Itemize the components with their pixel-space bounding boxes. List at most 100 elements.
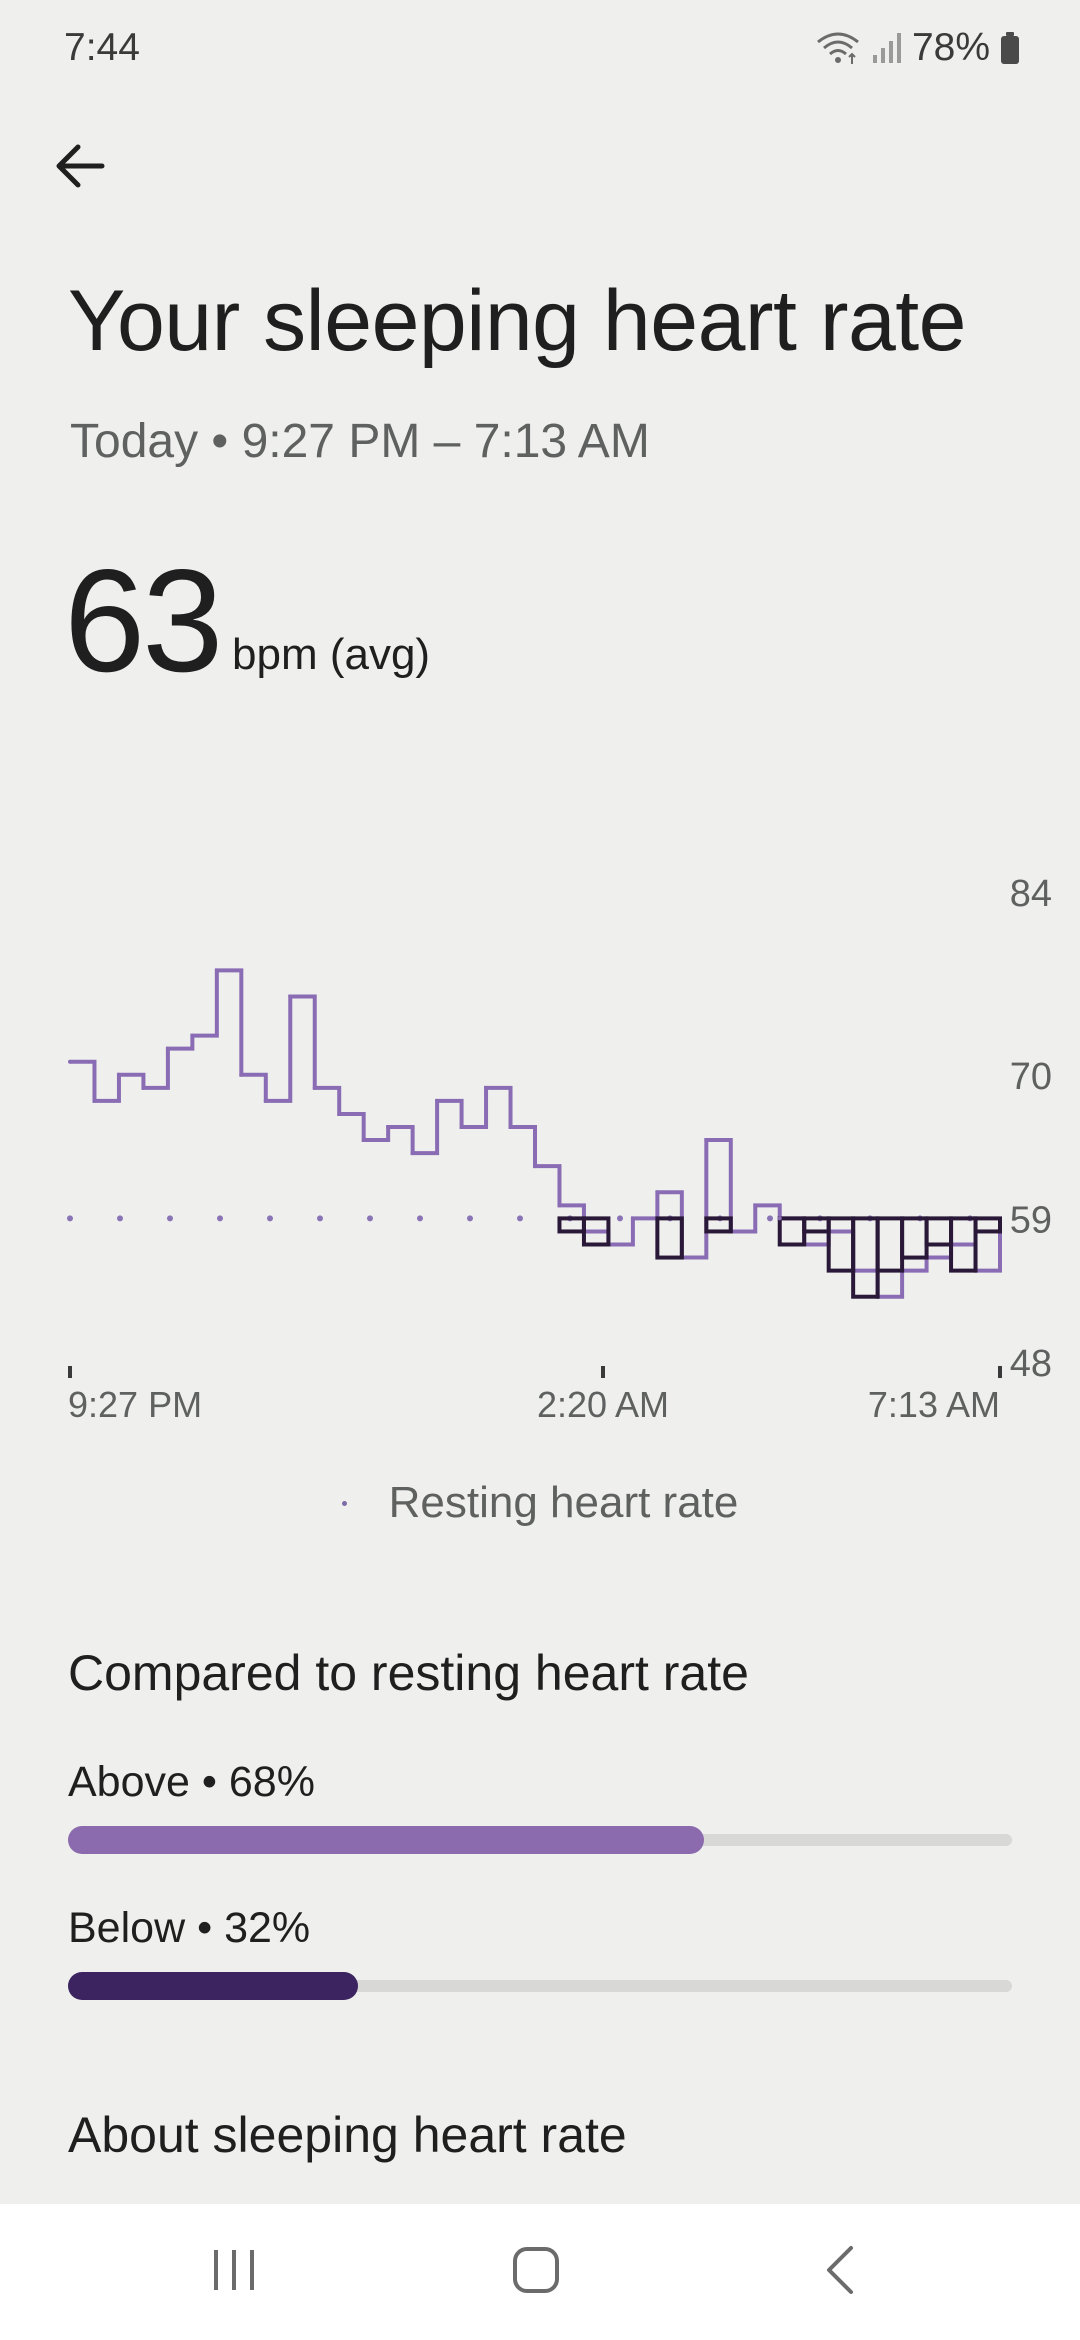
- below-rest-segment: [924, 1216, 954, 1247]
- page-title: Your sleeping heart rate: [68, 273, 967, 369]
- legend-label: Resting heart rate: [388, 1478, 739, 1527]
- heart-rate-point: [924, 1255, 929, 1260]
- heart-rate-point: [949, 1242, 954, 1247]
- heart-rate-point: [802, 1242, 807, 1247]
- status-icons: 78%: [814, 26, 1020, 70]
- below-rest-segment: [704, 1216, 733, 1234]
- below-rest-segment: [655, 1216, 684, 1260]
- heart-rate-chart-svg: 84 70 59 48 9:27 PM 2:20 AM 7:13 AM: [67, 873, 1052, 1420]
- heart-rate-point: [263, 1098, 268, 1103]
- below-bar-fill: [68, 1972, 358, 2000]
- below-rest-segment: [900, 1216, 929, 1260]
- recents-icon: [210, 2248, 258, 2297]
- heart-rate-point: [826, 1229, 831, 1234]
- heart-rate-chart[interactable]: 84 70 59 48 9:27 PM 2:20 AM 7:13 AM: [0, 860, 1080, 1420]
- chart-legend: Resting heart rate: [0, 1478, 1080, 1528]
- heart-rate-point: [557, 1203, 562, 1208]
- average-bpm-unit: bpm (avg): [232, 630, 431, 679]
- y-tick-label: 84: [1010, 873, 1052, 915]
- heart-rate-point: [165, 1046, 170, 1051]
- below-rest-segment: [777, 1216, 807, 1247]
- heart-rate-point: [361, 1138, 366, 1143]
- y-tick-label: 59: [1010, 1199, 1052, 1241]
- navigation-bar: [0, 2204, 1080, 2340]
- heart-rate-line: [70, 968, 1002, 1299]
- heart-rate-point: [581, 1229, 586, 1234]
- resting-rate-dot: [367, 1215, 373, 1222]
- heart-rate-point: [459, 1125, 464, 1129]
- resting-rate-dot: [617, 1215, 623, 1222]
- about-title[interactable]: About sleeping heart rate: [68, 2107, 627, 2163]
- battery-percent: 78%: [911, 26, 990, 69]
- x-tick-mark: [68, 1366, 72, 1378]
- heart-rate-point: [630, 1216, 635, 1221]
- heart-rate-point: [435, 1098, 440, 1103]
- heart-rate-point: [484, 1085, 489, 1090]
- heart-rate-point: [312, 1085, 317, 1090]
- heart-rate-point: [337, 1111, 342, 1116]
- battery-icon: [1000, 31, 1020, 65]
- resting-rate-dot: [217, 1215, 223, 1222]
- heart-rate-point: [190, 1033, 195, 1038]
- home-button[interactable]: [456, 2204, 616, 2340]
- resting-rate-dot: [167, 1215, 173, 1222]
- heart-rate-point: [679, 1255, 684, 1260]
- back-button[interactable]: [40, 128, 120, 208]
- heart-rate-point: [508, 1125, 513, 1129]
- below-label: Below • 32%: [68, 1904, 311, 1952]
- recents-button[interactable]: [154, 2204, 314, 2340]
- below-rest-segment: [557, 1216, 586, 1234]
- above-bar-fill: [68, 1826, 704, 1854]
- x-tick-mark: [601, 1366, 605, 1378]
- x-tick-label: 9:27 PM: [68, 1384, 202, 1420]
- below-rest-segment: [875, 1216, 905, 1273]
- y-tick-label: 48: [1010, 1343, 1052, 1385]
- system-back-button[interactable]: [760, 2204, 920, 2340]
- heart-rate-point: [851, 1268, 856, 1273]
- status-bar: 7:44 78%: [0, 0, 1080, 100]
- heart-rate-point: [141, 1085, 146, 1090]
- resting-dot-icon: [341, 1500, 347, 1506]
- heart-rate-point: [92, 1098, 97, 1103]
- resting-rate-dot: [417, 1215, 423, 1222]
- status-time: 7:44: [64, 26, 140, 69]
- heart-rate-point: [410, 1151, 415, 1156]
- resting-rate-dot: [317, 1215, 323, 1222]
- x-tick-label: 7:13 AM: [868, 1384, 1000, 1420]
- heart-rate-point: [533, 1164, 537, 1169]
- heart-rate-point: [998, 1229, 1002, 1234]
- resting-rate-dot: [467, 1215, 473, 1222]
- below-rest-segment: [802, 1216, 831, 1234]
- heart-rate-point: [777, 1216, 782, 1221]
- heart-rate-point: [239, 1072, 244, 1077]
- heart-rate-point: [728, 1229, 733, 1234]
- resting-rate-dot: [767, 1215, 773, 1222]
- heart-rate-point: [704, 1138, 709, 1143]
- arrow-left-icon: [54, 142, 106, 195]
- resting-rate-dot: [67, 1215, 73, 1222]
- y-tick-label: 70: [1010, 1056, 1052, 1098]
- below-rest-segment: [973, 1216, 1002, 1234]
- heart-rate-point: [386, 1125, 391, 1129]
- heart-rate-point: [116, 1072, 121, 1077]
- chevron-left-icon: [824, 2245, 856, 2300]
- below-rest-segment: [826, 1216, 856, 1273]
- heart-rate-point: [900, 1268, 905, 1273]
- x-tick-label: 2:20 AM: [537, 1384, 669, 1420]
- above-bar-track: [68, 1826, 1012, 1854]
- heart-rate-point: [655, 1190, 660, 1195]
- heart-rate-point: [288, 994, 293, 999]
- heart-rate-point: [973, 1268, 978, 1273]
- heart-rate-point: [606, 1242, 611, 1247]
- wifi-icon: [814, 30, 862, 66]
- signal-icon: [872, 31, 902, 65]
- below-rest-segment: [851, 1216, 880, 1299]
- resting-rate-dot: [267, 1215, 273, 1222]
- resting-rate-dot: [517, 1215, 523, 1222]
- home-icon: [512, 2246, 560, 2299]
- resting-rate-dot: [117, 1215, 123, 1222]
- average-bpm-value: 63: [64, 539, 223, 702]
- date-range: Today • 9:27 PM – 7:13 AM: [70, 415, 650, 468]
- x-tick-mark: [998, 1366, 1002, 1378]
